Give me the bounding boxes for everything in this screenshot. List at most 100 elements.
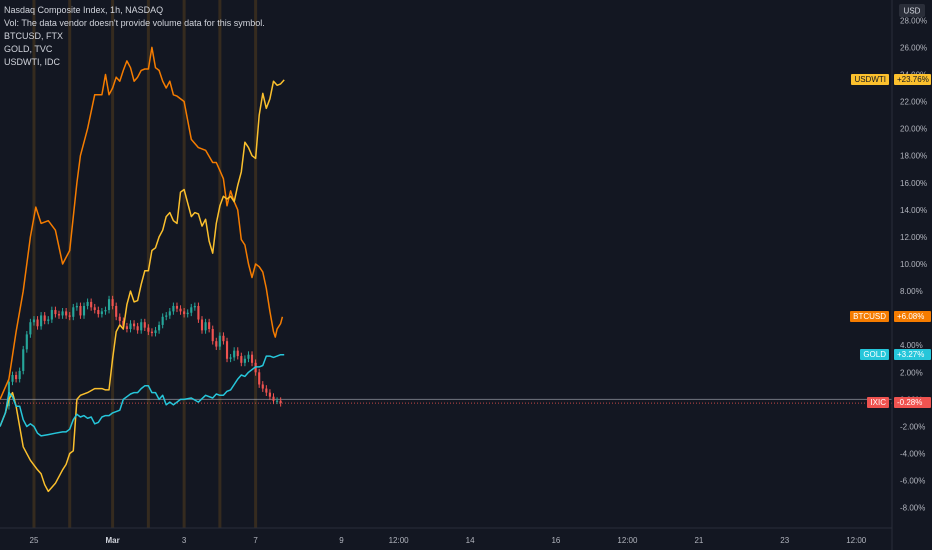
candle-body xyxy=(72,307,75,317)
series-line-gold xyxy=(0,353,285,437)
x-tick-label: 23 xyxy=(780,536,789,545)
legend-compare-gold[interactable]: GOLD, TVC xyxy=(4,44,53,54)
candle-body xyxy=(75,305,78,308)
session-marker-3 xyxy=(146,0,150,528)
x-tick-label: 7 xyxy=(253,536,258,545)
candle-body xyxy=(240,356,243,363)
candle-body xyxy=(247,354,250,359)
candle-body xyxy=(97,310,100,315)
candle-body xyxy=(32,319,36,323)
candle-body xyxy=(136,326,139,331)
candle-body xyxy=(268,392,271,397)
y-tick-label: 18.00% xyxy=(900,152,927,161)
y-tick-label: -4.00% xyxy=(900,450,925,459)
x-tick-label: 3 xyxy=(182,536,187,545)
candle-body xyxy=(197,305,200,320)
candle-body xyxy=(115,305,118,317)
candle-body xyxy=(279,400,282,404)
candle-body xyxy=(272,396,275,401)
candle-body xyxy=(22,349,25,371)
candle-body xyxy=(165,315,168,317)
candle-body xyxy=(107,299,111,311)
y-tick-label: 26.00% xyxy=(900,43,927,52)
legend-main-symbol[interactable]: Nasdaq Composite Index, 1h, NASDAQ xyxy=(4,5,164,15)
candle-body xyxy=(233,350,236,358)
candle-body xyxy=(36,319,39,327)
y-tick-label: 8.00% xyxy=(900,287,923,296)
candle-body xyxy=(172,305,175,312)
candle-body xyxy=(258,372,261,385)
candle-body xyxy=(43,315,46,321)
y-axis: 28.00%26.00%24.00%22.00%20.00%18.00%16.0… xyxy=(900,16,927,512)
candle-body xyxy=(265,388,268,393)
candle-body xyxy=(215,341,218,347)
candle-body xyxy=(276,400,279,402)
candle-body xyxy=(57,314,61,316)
legend-compare-btcusd[interactable]: BTCUSD, FTX xyxy=(4,31,64,41)
series-name-tag-ixic: IXIC xyxy=(867,397,889,409)
x-tick-label: 25 xyxy=(30,536,39,545)
series-name-tag-usdwti: USDWTI xyxy=(851,73,889,85)
candle-body xyxy=(79,305,82,316)
candle-body xyxy=(150,331,154,334)
y-axis-unit: USD xyxy=(904,7,921,16)
y-tick-label: -6.00% xyxy=(900,477,925,486)
candle-body xyxy=(193,305,196,308)
candle-body xyxy=(229,357,232,359)
candle-body xyxy=(111,299,114,306)
y-tick-label: 16.00% xyxy=(900,179,927,188)
candle-body xyxy=(47,319,50,321)
legend-volume[interactable]: Vol: The data vendor doesn't provide vol… xyxy=(4,18,265,28)
session-marker-0 xyxy=(32,0,36,528)
y-tick-label: 14.00% xyxy=(900,206,927,215)
compare-lines xyxy=(0,46,285,493)
candle-body xyxy=(161,316,164,325)
session-marker-1 xyxy=(68,0,72,528)
y-tick-label: -8.00% xyxy=(900,504,925,513)
candle-body xyxy=(68,315,71,317)
y-tick-label: 10.00% xyxy=(900,260,927,269)
y-tick-label: 28.00% xyxy=(900,16,927,25)
candle-body xyxy=(18,370,21,380)
candle-body xyxy=(29,322,32,335)
legend-compare-usdwti[interactable]: USDWTI, IDC xyxy=(4,57,60,67)
candle-body xyxy=(50,310,53,320)
session-marker-4 xyxy=(182,0,186,528)
candle-body xyxy=(175,305,179,309)
x-tick-label: Mar xyxy=(106,536,120,545)
candle-body xyxy=(261,384,264,389)
candle-body xyxy=(222,335,225,342)
series-line-btcusd xyxy=(0,46,284,400)
candle-body xyxy=(65,311,68,316)
candle-body xyxy=(211,328,214,342)
series-name-tag-gold: GOLD xyxy=(860,348,889,360)
candle-body xyxy=(132,323,136,327)
candle-body xyxy=(147,327,150,332)
candle-body xyxy=(154,330,157,334)
candle-body xyxy=(143,322,146,328)
x-tick-label: 12:00 xyxy=(617,536,638,545)
candle-body xyxy=(11,375,14,382)
candle-body xyxy=(183,311,186,315)
session-marker-2 xyxy=(111,0,115,528)
candle-body xyxy=(158,324,161,331)
x-tick-label: 16 xyxy=(551,536,560,545)
candle-body xyxy=(93,307,96,311)
candle-body xyxy=(100,311,103,315)
ixic-candles xyxy=(7,295,282,410)
x-tick-label: 21 xyxy=(694,536,703,545)
candle-body xyxy=(40,315,43,327)
candle-body xyxy=(54,310,57,315)
series-last-value-ixic: -0.28% xyxy=(894,397,931,409)
series-line-usdwti xyxy=(0,79,285,493)
series-last-value-btcusd: +6.08% xyxy=(894,310,931,322)
candle-body xyxy=(129,323,132,329)
y-axis-unit-box xyxy=(899,4,925,17)
candle-body xyxy=(208,322,211,329)
candle-body xyxy=(125,326,128,329)
series-name-tag-btcusd: BTCUSD xyxy=(850,310,889,322)
candle-body xyxy=(204,322,207,331)
y-tick-label: 22.00% xyxy=(900,98,927,107)
candle-body xyxy=(236,350,239,357)
